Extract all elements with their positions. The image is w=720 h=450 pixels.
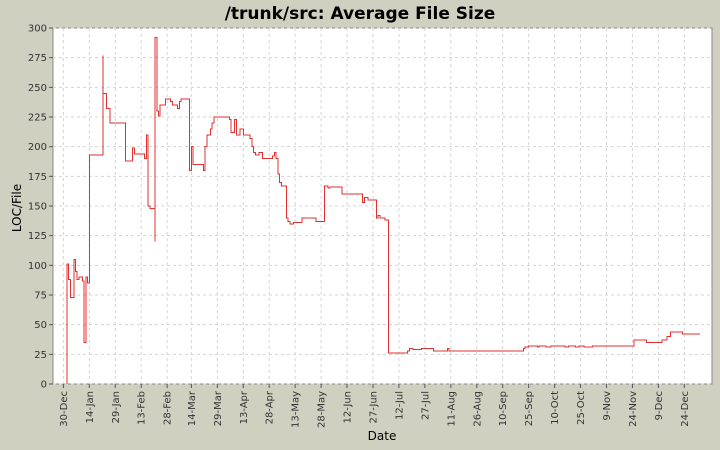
y-tick-label: 225	[28, 113, 47, 124]
y-tick-label: 75	[34, 291, 47, 302]
x-tick-label: 27-Jun	[368, 391, 379, 424]
x-tick-label: 28-May	[317, 391, 328, 428]
x-tick-label: 25-Sep	[524, 391, 535, 426]
y-tick-label: 50	[34, 320, 47, 331]
y-axis: 0 25 50 75 100 125 150 175 200 225 250 275 300	[28, 24, 53, 391]
y-tick-label: 150	[28, 202, 47, 213]
x-tick-label: 10-Sep	[498, 391, 509, 426]
x-tick-label: 12-Jun	[343, 391, 354, 424]
y-tick-label: 275	[28, 53, 47, 64]
x-tick-label: 10-Oct	[550, 391, 561, 425]
x-tick-label: 24-Nov	[628, 391, 639, 427]
y-tick-label: 125	[28, 231, 47, 242]
x-axis-label: Date	[368, 429, 397, 443]
x-tick-label: 13-Feb	[137, 391, 148, 425]
y-tick-label: 175	[28, 172, 47, 183]
x-tick-label: 11-Aug	[446, 391, 457, 427]
x-tick-label: 13-May	[291, 391, 302, 428]
x-tick-label: 28-Apr	[265, 390, 276, 424]
series-layer	[66, 36, 700, 384]
x-tick-label: 28-Feb	[163, 391, 174, 425]
x-tick-label: 30-Dec	[59, 391, 70, 427]
y-tick-label: 250	[28, 83, 47, 94]
y-tick-label: 25	[34, 350, 47, 361]
chart-title: /trunk/src: Average File Size	[225, 4, 496, 24]
x-axis: 30-Dec 14-Jan 29-Jan 13-Feb 28-Feb 14-Mar 29-M…	[59, 384, 691, 428]
y-tick-label: 200	[28, 142, 47, 153]
x-tick-label: 14-Mar	[187, 390, 198, 426]
x-tick-label: 26-Aug	[472, 391, 483, 427]
x-tick-label: 9-Dec	[654, 391, 665, 420]
x-tick-label: 13-Apr	[239, 390, 250, 424]
x-tick-label: 12-Jul	[394, 391, 405, 420]
x-tick-label: 29-Jan	[111, 391, 122, 423]
y-axis-label: LOC/File	[10, 184, 24, 232]
series-line	[66, 36, 700, 384]
x-tick-label: 29-Mar	[213, 390, 224, 426]
grid-lines	[53, 27, 712, 385]
x-tick-label: 27-Jul	[420, 391, 431, 420]
x-tick-label: 9-Nov	[602, 391, 613, 421]
y-tick-label: 300	[28, 24, 47, 35]
x-tick-label: 25-Oct	[576, 391, 587, 425]
x-tick-label: 24-Dec	[680, 391, 691, 427]
x-tick-label: 14-Jan	[85, 391, 96, 423]
y-tick-label: 0	[41, 380, 47, 391]
y-tick-label: 100	[28, 261, 47, 272]
